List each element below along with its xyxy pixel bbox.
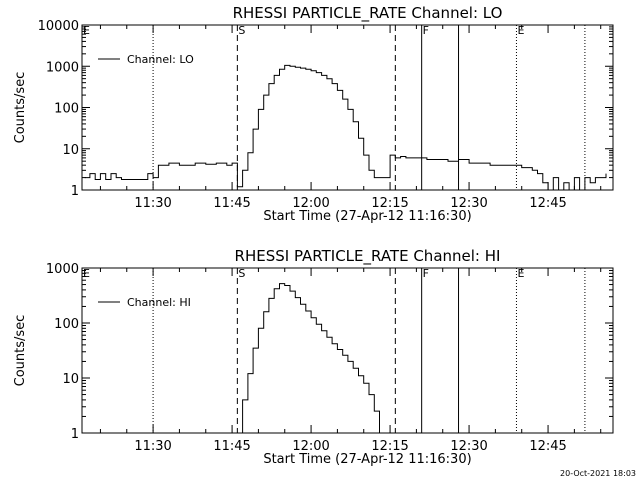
y-tick-label: 1 [71, 184, 79, 199]
y-tick-label: 10 [62, 143, 79, 158]
annotation-label: F [423, 267, 429, 280]
y-tick-label: 100 [54, 102, 79, 117]
y-tick-label: 10 [62, 372, 79, 387]
x-tick-label: 11:45 [213, 439, 250, 454]
plot-frame [81, 267, 614, 434]
x-tick-label: 12:45 [529, 196, 566, 211]
annotation-label: E [517, 267, 524, 280]
annotation-label: E [83, 267, 90, 280]
y-tick-label: 1 [71, 427, 79, 442]
legend-label: Channel: HI [127, 296, 191, 309]
x-tick-label: 12:15 [371, 439, 408, 454]
timestamp: 20-Oct-2021 18:03 [560, 469, 636, 478]
x-tick-label: 12:30 [450, 196, 487, 211]
y-tick-label: 10000 [38, 19, 79, 34]
x-tick-label: 12:30 [450, 439, 487, 454]
chart-title: RHESSI PARTICLE_RATE Channel: HI [235, 247, 501, 266]
chart-panel-hi: RHESSI PARTICLE_RATE Channel: HI E S F E 1 10 1… [13, 247, 614, 467]
x-tick-label: 12:00 [292, 196, 329, 211]
chart-panel-lo: RHESSI PARTICLE_RATE Channel: LO E S F E 1 10 1… [13, 4, 614, 224]
x-tick-label: 12:15 [371, 196, 408, 211]
y-tick-label: 1000 [46, 262, 79, 277]
annotation-label: F [423, 24, 429, 37]
annotation-label: E [83, 24, 90, 37]
series-line-hi [237, 283, 380, 434]
annotation-label: E [517, 24, 524, 37]
x-tick-label: 11:45 [213, 196, 250, 211]
x-tick-label: 11:30 [134, 439, 171, 454]
y-axis-label: Counts/sec [13, 315, 28, 387]
legend-label: Channel: LO [127, 53, 194, 66]
series-line-lo [84, 64, 607, 191]
x-tick-label: 11:30 [134, 196, 171, 211]
x-axis-label: Start Time (27-Apr-12 11:16:30) [263, 452, 471, 467]
annotation-label: S [238, 24, 245, 37]
y-tick-label: 100 [54, 317, 79, 332]
y-axis-label: Counts/sec [13, 72, 28, 144]
x-tick-label: 12:45 [529, 439, 566, 454]
annotation-label: S [238, 267, 245, 280]
chart-title: RHESSI PARTICLE_RATE Channel: LO [233, 4, 503, 23]
x-tick-label: 12:00 [292, 439, 329, 454]
y-tick-label: 1000 [46, 60, 79, 75]
x-axis-label: Start Time (27-Apr-12 11:16:30) [263, 209, 471, 224]
